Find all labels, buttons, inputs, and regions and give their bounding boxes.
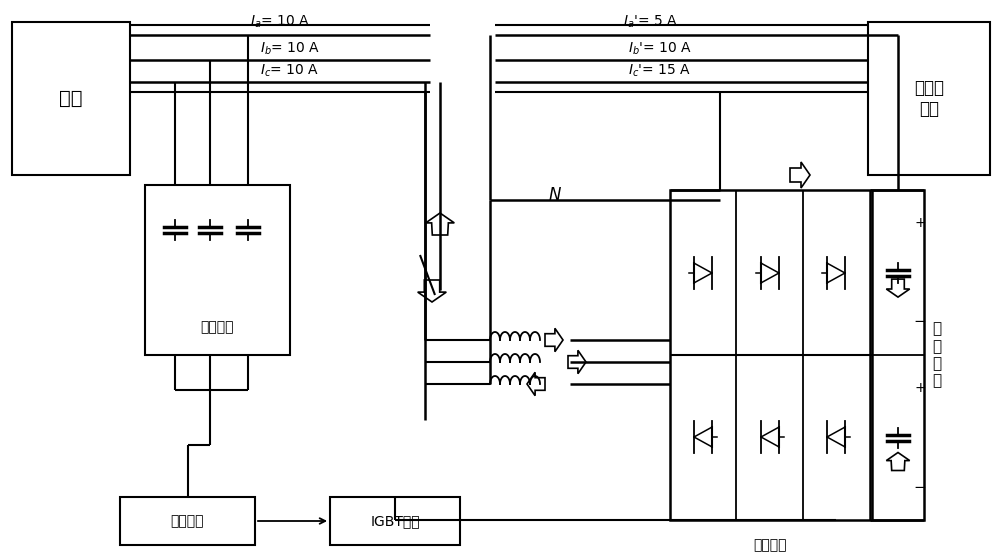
Bar (670, 190, 870, 520)
Polygon shape (418, 280, 446, 302)
Text: $I_c$'= 15 A: $I_c$'= 15 A (628, 62, 692, 79)
Polygon shape (694, 427, 712, 447)
Bar (872, 190, 924, 520)
Bar (145, 185, 290, 355)
Text: $I_b$'= 10 A: $I_b$'= 10 A (628, 41, 692, 57)
Polygon shape (568, 350, 586, 374)
Text: −: − (914, 479, 926, 494)
Text: $I_c$= 10 A: $I_c$= 10 A (260, 62, 320, 79)
Text: 补偿电容: 补偿电容 (201, 320, 234, 334)
Bar (12, 22, 130, 175)
Text: +: + (914, 216, 926, 230)
Text: $I_a$= 10 A: $I_a$= 10 A (250, 13, 310, 30)
Text: +: + (914, 381, 926, 395)
Text: 电网: 电网 (59, 89, 83, 108)
Text: −: − (914, 315, 926, 330)
Polygon shape (545, 328, 563, 352)
Bar (120, 497, 255, 545)
Text: 储
能
电
容: 储 能 电 容 (932, 321, 941, 388)
Text: 控制模块: 控制模块 (171, 514, 204, 528)
Polygon shape (761, 263, 779, 283)
Polygon shape (694, 263, 712, 283)
Bar (330, 497, 460, 545)
Text: 不平衡
负载: 不平衡 负载 (914, 79, 944, 118)
Polygon shape (790, 162, 810, 188)
Text: $I_b$= 10 A: $I_b$= 10 A (260, 41, 320, 57)
Text: 逆变模块: 逆变模块 (753, 538, 787, 552)
Polygon shape (886, 453, 910, 470)
Polygon shape (761, 427, 779, 447)
Text: IGBT驱动: IGBT驱动 (370, 514, 420, 528)
Text: $I_a$'= 5 A: $I_a$'= 5 A (623, 13, 677, 30)
Polygon shape (527, 372, 545, 396)
Polygon shape (426, 213, 454, 235)
Polygon shape (827, 427, 845, 447)
Polygon shape (886, 279, 910, 297)
Bar (868, 22, 990, 175)
Polygon shape (827, 263, 845, 283)
Text: N: N (549, 186, 561, 204)
